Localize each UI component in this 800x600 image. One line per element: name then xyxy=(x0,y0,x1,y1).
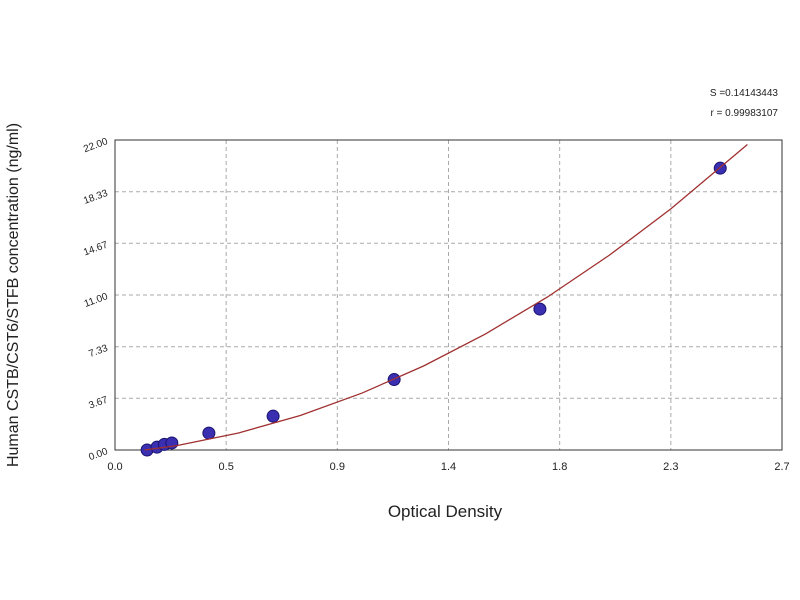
data-point xyxy=(266,409,280,423)
fit-curve xyxy=(144,144,748,451)
x-tick-label: 2.3 xyxy=(663,461,678,473)
plot-frame xyxy=(114,139,783,451)
annotation: S =0.14143443 xyxy=(710,88,779,99)
data-point xyxy=(533,302,547,316)
data-point xyxy=(202,426,216,440)
x-axis-label: Optical Density xyxy=(388,502,503,521)
y-axis-label: Human CSTB/CST6/STFB concentration (ng/m… xyxy=(5,123,22,467)
x-tick-label: 1.8 xyxy=(552,461,567,473)
x-tick-label: 0.0 xyxy=(107,461,122,473)
x-tick-label: 2.7 xyxy=(774,461,789,473)
x-tick-label: 1.4 xyxy=(441,461,456,473)
x-tick-label: 0.9 xyxy=(330,461,345,473)
annotation: r = 0.99983107 xyxy=(710,108,778,119)
x-tick-label: 0.5 xyxy=(219,461,234,473)
